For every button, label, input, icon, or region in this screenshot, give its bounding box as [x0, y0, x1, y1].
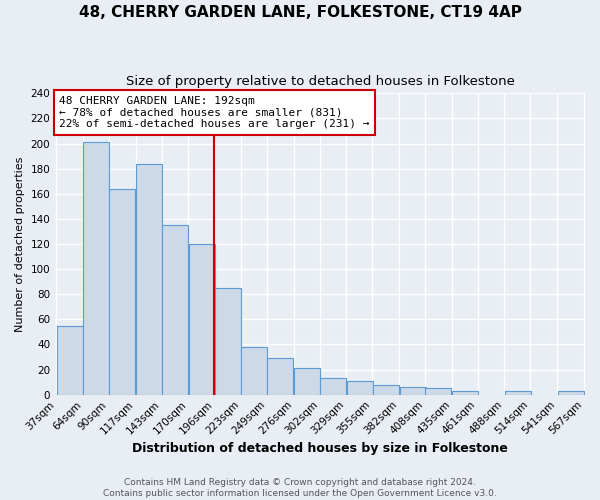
Title: Size of property relative to detached houses in Folkestone: Size of property relative to detached ho… — [125, 75, 515, 88]
Bar — [241, 347, 268, 395]
Bar — [505, 391, 531, 394]
Text: 48 CHERRY GARDEN LANE: 192sqm
← 78% of detached houses are smaller (831)
22% of : 48 CHERRY GARDEN LANE: 192sqm ← 78% of d… — [59, 96, 370, 129]
Bar — [425, 388, 451, 394]
Bar — [347, 381, 373, 394]
Bar — [557, 391, 584, 394]
Bar — [320, 378, 346, 394]
Bar — [267, 358, 293, 394]
Bar — [294, 368, 320, 394]
Bar — [215, 288, 241, 395]
Bar — [400, 387, 425, 394]
Y-axis label: Number of detached properties: Number of detached properties — [15, 156, 25, 332]
Bar — [162, 225, 188, 394]
Bar — [373, 384, 399, 394]
Bar — [56, 326, 83, 394]
Bar — [83, 142, 109, 394]
X-axis label: Distribution of detached houses by size in Folkestone: Distribution of detached houses by size … — [132, 442, 508, 455]
Bar — [109, 189, 135, 394]
Text: 48, CHERRY GARDEN LANE, FOLKESTONE, CT19 4AP: 48, CHERRY GARDEN LANE, FOLKESTONE, CT19… — [79, 5, 521, 20]
Bar — [189, 244, 215, 394]
Text: Contains HM Land Registry data © Crown copyright and database right 2024.
Contai: Contains HM Land Registry data © Crown c… — [103, 478, 497, 498]
Bar — [136, 164, 162, 394]
Bar — [452, 391, 478, 394]
